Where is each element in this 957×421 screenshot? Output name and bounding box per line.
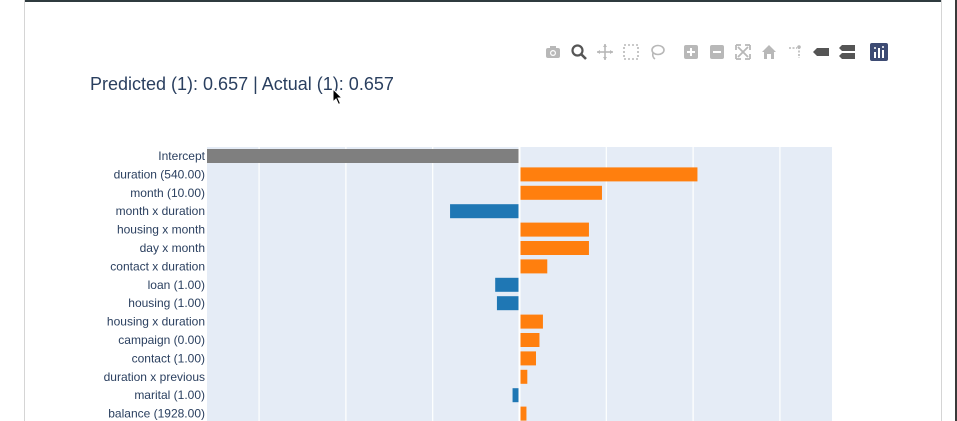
bar: [519, 406, 527, 421]
bar: [519, 167, 698, 182]
y-tick-label: housing x month: [117, 223, 205, 237]
pan-button[interactable]: [592, 41, 618, 63]
box-select-button[interactable]: [618, 41, 644, 63]
y-tick-label: Intercept: [158, 149, 205, 163]
compare-data-button[interactable]: [834, 41, 860, 63]
bar: [496, 296, 520, 311]
bar: [519, 351, 536, 366]
zoom-icon: [571, 44, 587, 60]
plotly-logo-icon: [870, 43, 888, 61]
bar: [519, 185, 602, 200]
show-closest-data-button[interactable]: [808, 41, 834, 63]
pan-icon: [597, 44, 613, 60]
bar: [495, 277, 520, 292]
y-tick-label: duration (540.00): [114, 167, 205, 181]
autoscale-button[interactable]: [730, 41, 756, 63]
camera-icon: [546, 46, 560, 58]
y-tick-label: housing (1.00): [128, 296, 205, 310]
zoom-in-button[interactable]: [678, 41, 704, 63]
box-select-icon: [623, 44, 639, 60]
window-top-border: [0, 0, 957, 2]
y-tick-label: loan (1.00): [148, 278, 205, 292]
y-tick-label: day x month: [140, 241, 205, 255]
bar: [512, 388, 520, 403]
toggle-spike-lines-button[interactable]: [782, 41, 808, 63]
y-tick-label: campaign (0.00): [118, 333, 205, 347]
y-tick-label: marital (1.00): [134, 388, 205, 402]
y-tick-label: month x duration: [116, 204, 205, 218]
compare-data-icon: [839, 45, 855, 59]
reset-axes-button[interactable]: [756, 41, 782, 63]
mouse-cursor-icon: [332, 88, 344, 106]
bar: [519, 222, 589, 237]
bar: [519, 369, 528, 384]
y-tick-label: balance (1928.00): [108, 407, 205, 421]
y-tick-label: contact (1.00): [132, 351, 205, 365]
lasso-select-button[interactable]: [644, 41, 670, 63]
camera-button[interactable]: [540, 41, 566, 63]
zoom-in-icon: [684, 45, 698, 59]
chart-title: Predicted (1): 0.657 | Actual (1): 0.657: [90, 74, 394, 94]
plotly-logo-button[interactable]: [866, 41, 892, 63]
bar: [519, 241, 589, 255]
right-margin: [941, 0, 957, 421]
y-tick-label: month (10.00): [130, 186, 205, 200]
bar: [207, 149, 520, 163]
autoscale-icon: [735, 44, 751, 60]
lasso-select-icon: [651, 44, 665, 60]
plot-modebar: [540, 40, 892, 64]
y-tick-label: contact x duration: [110, 259, 205, 273]
show-closest-data-icon: [813, 48, 829, 56]
window-right-edge: [955, 0, 957, 421]
zoom-out-icon: [710, 45, 724, 59]
y-tick-label: duration x previous: [104, 370, 205, 384]
zoom-button[interactable]: [566, 41, 592, 63]
bar: [519, 259, 548, 274]
toggle-spike-lines-icon: [789, 45, 801, 58]
y-tick-label: housing x duration: [107, 315, 205, 329]
bar: [450, 204, 520, 219]
reset-axes-icon: [762, 45, 776, 59]
bar: [519, 314, 543, 329]
bar: [519, 333, 540, 347]
left-margin: [0, 0, 25, 421]
zoom-out-button[interactable]: [704, 41, 730, 63]
